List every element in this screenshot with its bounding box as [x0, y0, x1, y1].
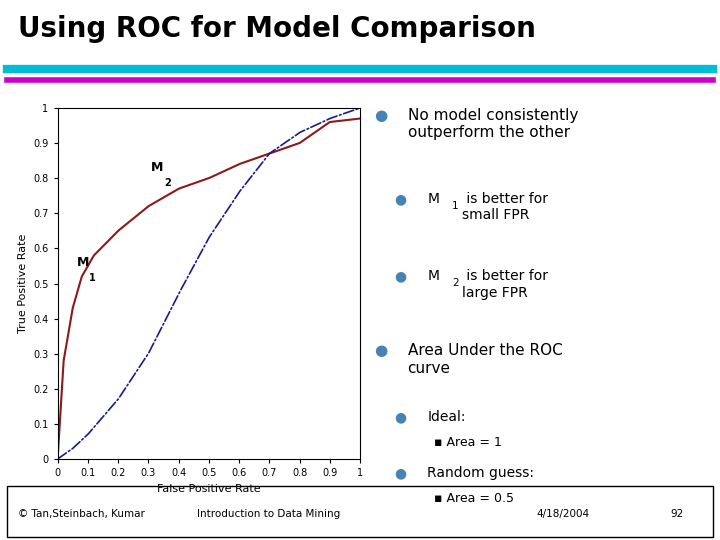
Y-axis label: True Positive Rate: True Positive Rate: [18, 234, 27, 333]
Text: ▪ Area = 0.5: ▪ Area = 0.5: [434, 492, 514, 505]
Text: 2: 2: [452, 278, 459, 288]
Text: M: M: [428, 192, 439, 206]
Text: ●: ●: [374, 108, 387, 123]
Text: ●: ●: [395, 192, 406, 206]
Text: No model consistently
outperform the other: No model consistently outperform the oth…: [408, 108, 578, 140]
Text: ●: ●: [374, 343, 387, 358]
Text: Area Under the ROC
curve: Area Under the ROC curve: [408, 343, 562, 376]
Text: Random guess:: Random guess:: [428, 466, 534, 480]
Text: 92: 92: [670, 509, 684, 519]
Text: © Tan,Steinbach, Kumar: © Tan,Steinbach, Kumar: [18, 509, 145, 519]
Text: M: M: [428, 269, 439, 284]
Text: 1: 1: [452, 201, 459, 211]
Text: 2: 2: [164, 178, 171, 188]
X-axis label: False Positive Rate: False Positive Rate: [157, 484, 261, 494]
Text: Ideal:: Ideal:: [428, 410, 466, 424]
Text: M: M: [77, 256, 89, 269]
Text: is better for
large FPR: is better for large FPR: [462, 269, 548, 300]
Text: 1: 1: [89, 273, 96, 283]
Text: Introduction to Data Mining: Introduction to Data Mining: [197, 509, 340, 519]
Text: M: M: [151, 161, 163, 174]
Text: is better for
small FPR: is better for small FPR: [462, 192, 548, 222]
Text: ▪ Area = 1: ▪ Area = 1: [434, 436, 502, 449]
Text: ●: ●: [395, 410, 406, 424]
Text: ●: ●: [395, 466, 406, 480]
Text: 4/18/2004: 4/18/2004: [536, 509, 590, 519]
Text: ●: ●: [395, 269, 406, 284]
Text: Using ROC for Model Comparison: Using ROC for Model Comparison: [18, 15, 536, 43]
